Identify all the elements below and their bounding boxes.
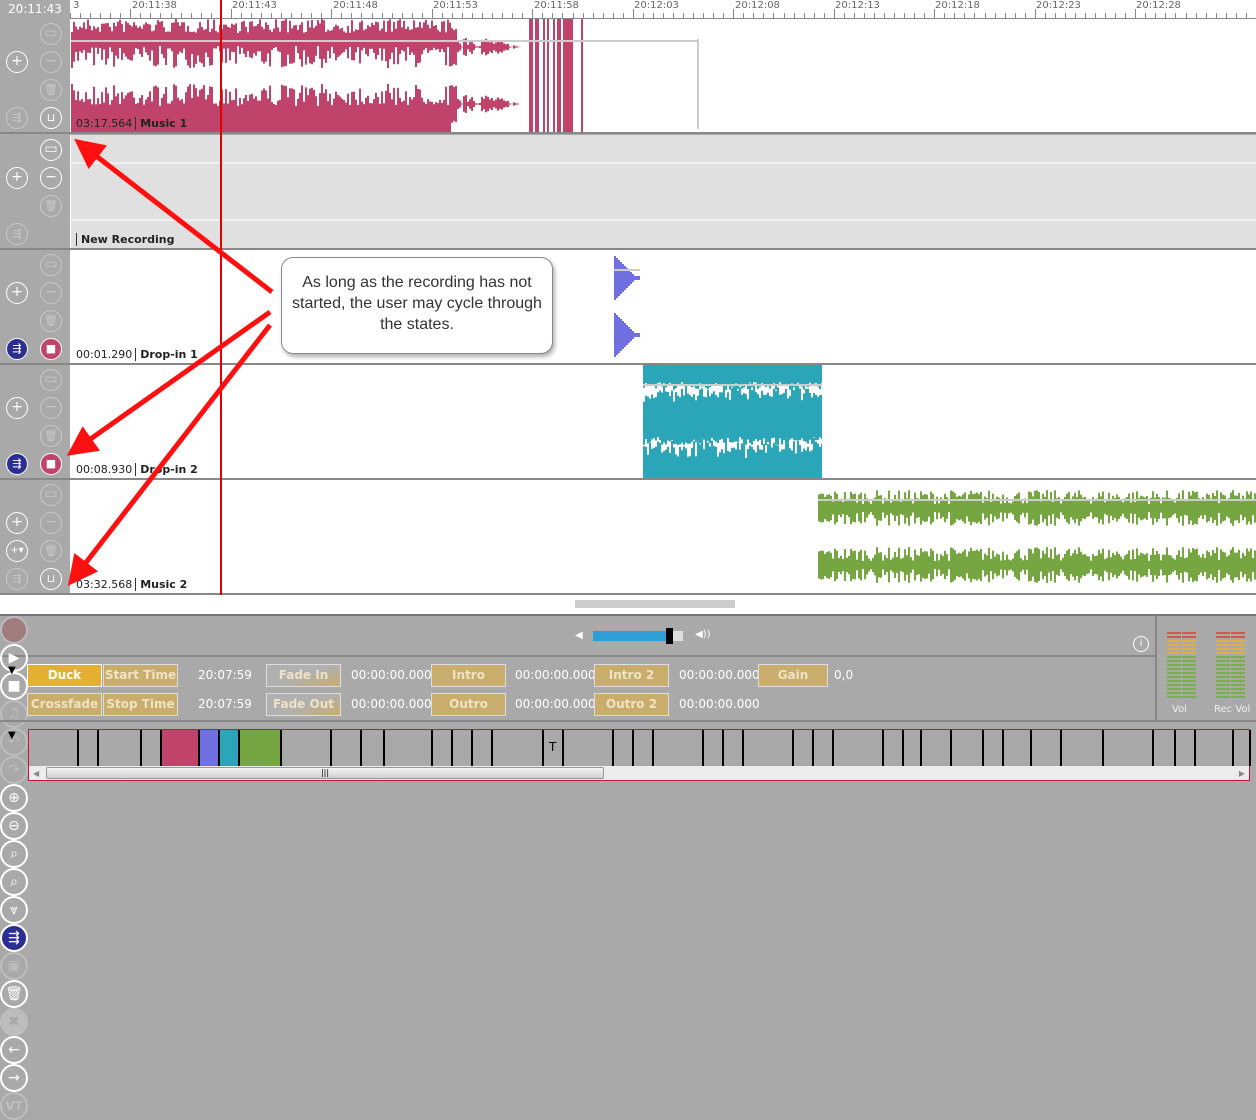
previous-button[interactable]: ← (0, 1036, 28, 1064)
drop-in-button[interactable]: ⇶ (0, 924, 28, 952)
zoom-in-button[interactable]: ⊕ (0, 784, 28, 812)
arrow-to-track-4 (75, 312, 270, 450)
collapse-down-button[interactable]: ⩔ (0, 896, 28, 924)
arrow-to-track-1 (82, 145, 272, 292)
zoom-out-button[interactable]: ⊖ (0, 812, 28, 840)
callout-note: As long as the recording has not started… (281, 257, 553, 354)
cancel-button[interactable]: ✖ (0, 1008, 28, 1036)
next-button[interactable]: → (0, 1064, 28, 1092)
voice-track-button[interactable]: VT (0, 1092, 28, 1120)
save-button[interactable]: ▣ (0, 952, 28, 980)
zoom-fit-button[interactable]: ⌕ (0, 840, 28, 868)
arrow-to-track-5 (74, 325, 270, 578)
annotation-arrows (0, 0, 1256, 787)
zoom-reset-button[interactable]: ⌕ (0, 868, 28, 896)
delete-clips-button[interactable]: 🗑 (0, 980, 28, 1008)
